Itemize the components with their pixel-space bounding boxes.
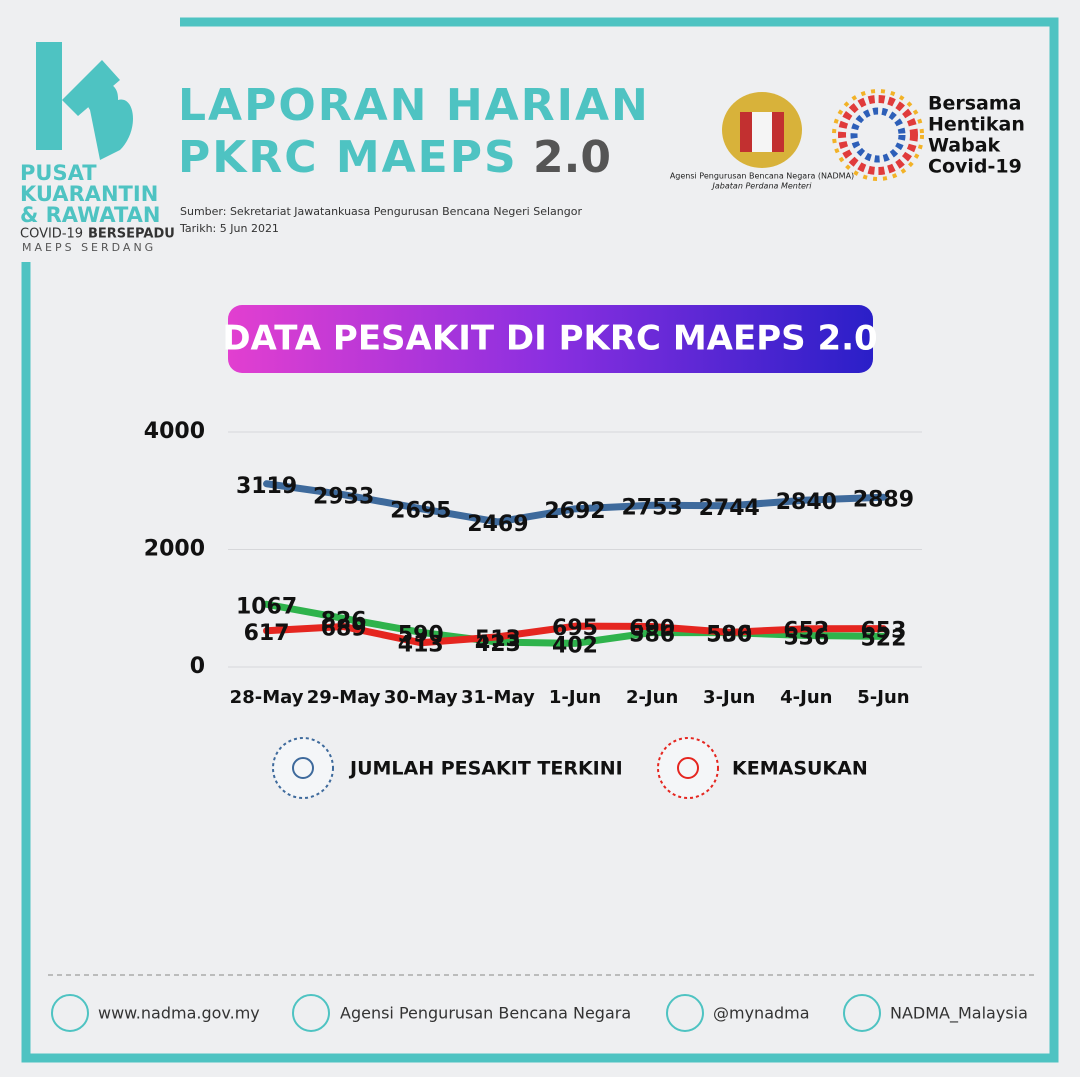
data-label: 586	[629, 623, 675, 648]
header-title: PKRC MAEPS	[178, 132, 518, 183]
header-title: 2.0	[533, 132, 611, 183]
logo-text: COVID-19	[20, 227, 83, 242]
x-tick-label: 2-Jun	[626, 687, 678, 708]
twitter-icon	[666, 994, 704, 1032]
data-label: 2695	[390, 499, 451, 524]
agency: Agensi Pengurusan Bencana Negara (NADMA)	[670, 172, 854, 181]
x-tick-label: 29-May	[307, 687, 381, 708]
header-title: LAPORAN HARIAN	[178, 80, 650, 131]
data-label: 590	[706, 622, 752, 647]
series-line	[263, 480, 887, 526]
data-label: 826	[321, 608, 367, 633]
campaign-line: Hentikan	[928, 114, 1025, 136]
x-tick-label: 4-Jun	[780, 687, 832, 708]
logo-text: MAEPS SERDANG	[22, 241, 156, 254]
frame	[21, 17, 1059, 1063]
logo: PUSAT KUARANTIN & RAWATAN COVID-19 BERSE…	[20, 42, 175, 254]
data-label: 2692	[544, 499, 605, 524]
data-label: 617	[244, 621, 290, 646]
data-label: 2840	[776, 490, 837, 515]
logo-text: BERSEPADU	[88, 227, 175, 242]
data-label: 3119	[236, 474, 297, 499]
data-label: 2469	[467, 512, 528, 537]
footer-link[interactable]: www.nadma.gov.my	[98, 1004, 260, 1023]
y-tick-label: 4000	[144, 419, 205, 444]
instagram-icon	[843, 994, 881, 1032]
x-tick-label: 5-Jun	[857, 687, 909, 708]
legend-label: JUMLAH PESAKIT TERKINI	[348, 758, 623, 780]
data-label: 2753	[621, 495, 682, 520]
data-label: 695	[552, 616, 598, 641]
legend-icon	[272, 737, 334, 799]
data-label: 402	[552, 633, 598, 658]
chart-title: DATA PESAKIT DI PKRC MAEPS 2.0	[222, 319, 877, 359]
series-line	[263, 600, 887, 647]
data-label: 423	[475, 632, 521, 657]
data-label: 2933	[313, 485, 374, 510]
logo-text: PUSAT	[20, 161, 97, 185]
x-tick-label: 3-Jun	[703, 687, 755, 708]
x-tick-label: 31-May	[461, 687, 535, 708]
agency: Jabatan Perdana Menteri	[711, 182, 813, 191]
data-label: 653	[860, 619, 906, 644]
coat-of-arms	[722, 92, 802, 168]
series-line	[263, 622, 887, 647]
logo-text: & RAWATAN	[20, 203, 160, 227]
data-label: 513	[475, 627, 521, 652]
campaign-line: Covid-19	[928, 156, 1022, 178]
data-label: 690	[629, 616, 675, 641]
y-tick-label: 0	[190, 654, 205, 679]
data-label: 586	[706, 623, 752, 648]
footer-link[interactable]: Agensi Pengurusan Bencana Negara	[340, 1004, 631, 1023]
data-label: 413	[398, 633, 444, 658]
data-label: 522	[860, 626, 906, 651]
logo-text: KUARANTIN	[20, 182, 158, 206]
data-label: 689	[321, 617, 367, 642]
data-label: 536	[783, 626, 829, 651]
data-label: 1067	[236, 594, 297, 619]
campaign-line: Wabak	[928, 135, 1001, 157]
data-label: 2889	[853, 487, 914, 512]
data-label: 590	[398, 622, 444, 647]
footer-link[interactable]: @mynadma	[713, 1004, 810, 1023]
x-tick-label: 1-Jun	[549, 687, 601, 708]
x-tick-label: 28-May	[230, 687, 304, 708]
chart: 0 2000 4000 28-May 29-May 30-May 31-May 1-Jun 2-…	[144, 419, 922, 708]
y-tick-label: 2000	[144, 537, 205, 562]
data-label: 2744	[699, 496, 760, 521]
footer-link[interactable]: NADMA_Malaysia	[890, 1004, 1028, 1024]
facebook-icon	[292, 994, 330, 1032]
web-icon	[51, 994, 89, 1032]
data-label: 652	[783, 619, 829, 644]
x-tick-label: 30-May	[384, 687, 458, 708]
source: Sumber: Sekretariat Jawatankuasa Penguru…	[180, 205, 582, 218]
legend-icon	[657, 737, 719, 799]
date: Tarikh: 5 Jun 2021	[179, 222, 279, 235]
legend-label: KEMASUKAN	[732, 758, 868, 780]
campaign-line: Bersama	[928, 93, 1022, 115]
chart-title-box	[228, 305, 873, 373]
campaign-logo	[832, 89, 924, 181]
